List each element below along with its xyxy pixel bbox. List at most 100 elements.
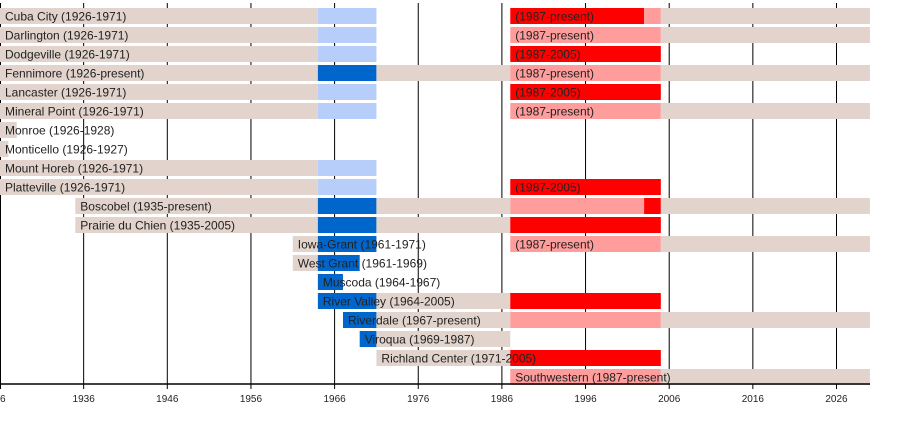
row-label: Darlington (1926-1971) xyxy=(5,29,128,43)
bar-segment-tan xyxy=(376,350,511,366)
tick-label: 1986 xyxy=(491,394,514,405)
bar-segment-tan xyxy=(376,217,511,233)
bar-segment-tan xyxy=(0,179,318,195)
bar-segment-tan xyxy=(0,8,318,24)
row-label-secondary: (1987-present) xyxy=(515,67,594,81)
tick-label: 1966 xyxy=(323,394,346,405)
bar-segment-tan xyxy=(0,141,9,157)
tick-label: 1996 xyxy=(574,394,597,405)
bar-segment-lightred xyxy=(510,312,661,328)
tick-label: 1936 xyxy=(73,394,96,405)
row-label: Mineral Point (1926-1971) xyxy=(5,105,144,119)
row-label: Richland Center (1971-2005) xyxy=(381,352,536,366)
bar-segment-tan xyxy=(376,293,511,309)
bar-segment-tan xyxy=(376,65,511,81)
bar-segment-blue xyxy=(317,293,377,309)
bar-segment-lightblue xyxy=(317,179,377,195)
bar-segment-red xyxy=(510,217,661,233)
row-label: Dodgeville (1926-1971) xyxy=(5,48,130,62)
row-label: Cuba City (1926-1971) xyxy=(5,10,126,24)
bar-segment-blue xyxy=(317,217,377,233)
bar-segment-lightred xyxy=(510,198,645,214)
bar-segment-lightblue xyxy=(317,27,377,43)
bar-segment-blue xyxy=(342,312,377,328)
row-label-secondary: (1987-2005) xyxy=(515,86,580,100)
bar-segment-tan xyxy=(660,8,870,24)
row-label: Monticello (1926-1927) xyxy=(5,143,128,157)
bar-segment-tan xyxy=(0,103,318,119)
bar-segment-lightblue xyxy=(317,103,377,119)
bar-segment-tan xyxy=(376,312,511,328)
row-label-secondary: (1987-present) xyxy=(515,105,594,119)
bar-segment-tan xyxy=(292,236,318,252)
tick-label: 1946 xyxy=(156,394,179,405)
bar-segment-red xyxy=(510,293,661,309)
bar-segment-tan xyxy=(0,65,318,81)
row-label: Viroqua (1969-1987) xyxy=(365,333,475,347)
bar-segment-tan xyxy=(75,198,318,214)
bar-segment-tan xyxy=(660,65,870,81)
row-label: Boscobel (1935-present) xyxy=(80,200,211,214)
tick-label: 2026 xyxy=(825,394,848,405)
bar-labels: Cuba City (1926-1971) (1987-present) Darli… xyxy=(5,10,671,385)
bar-segment-lightred xyxy=(510,369,661,385)
tick-label: 26 xyxy=(0,394,6,405)
row-label: Monroe (1926-1928) xyxy=(5,124,114,138)
bar-segment-tan xyxy=(0,122,17,138)
bar-segment-lightblue xyxy=(317,84,377,100)
row-label: West Grant (1961-1969) xyxy=(298,257,427,271)
row-label: Prairie du Chien (1935-2005) xyxy=(80,219,235,233)
bar-segment-tan xyxy=(660,198,870,214)
bar-segment-tan xyxy=(376,198,511,214)
tick-label: 2016 xyxy=(742,394,765,405)
bar-segment-red xyxy=(510,350,661,366)
row-label-secondary: (1987-present) xyxy=(515,238,594,252)
bar-segment-red xyxy=(510,179,661,195)
bar-segment-blue xyxy=(359,331,377,347)
row-label: Fennimore (1926-present) xyxy=(5,67,144,81)
bar-segment-red xyxy=(510,46,661,62)
bar-segment-blue xyxy=(317,198,377,214)
bar-segment-tan xyxy=(0,84,318,100)
bar-segment-red xyxy=(510,8,645,24)
row-label: Iowa-Grant (1961-1971) xyxy=(298,238,426,252)
row-label-secondary: (1987-2005) xyxy=(515,181,580,195)
bar-segment-lightred xyxy=(510,65,661,81)
row-label-secondary: (1987-present) xyxy=(515,10,594,24)
tick-label: 2006 xyxy=(658,394,681,405)
bar-segment-red xyxy=(510,84,661,100)
bar-segment-tan xyxy=(0,160,318,176)
bar-segment-tan xyxy=(0,27,318,43)
bar-segment-lightred xyxy=(510,103,661,119)
bar-segment-lightblue xyxy=(317,160,377,176)
bar-segment-lightblue xyxy=(317,8,377,24)
row-label: River Valley (1964-2005) xyxy=(323,295,455,309)
bar-segment-tan xyxy=(292,255,318,271)
bar-segment-blue xyxy=(317,255,360,271)
row-label: Lancaster (1926-1971) xyxy=(5,86,126,100)
bar-segment-tan xyxy=(376,331,511,347)
tick-label: 1956 xyxy=(240,394,263,405)
row-label: Southwestern (1987-present) xyxy=(515,371,670,385)
bar-segment-lightred xyxy=(510,27,661,43)
bars xyxy=(0,8,870,385)
row-label-secondary: (1987-present) xyxy=(515,29,594,43)
bar-segment-blue xyxy=(317,274,343,290)
bar-segment-tan xyxy=(660,27,870,43)
row-label: Muscoda (1964-1967) xyxy=(323,276,440,290)
bar-segment-tan xyxy=(0,46,318,62)
row-label-secondary: (1987-2005) xyxy=(515,48,580,62)
bar-segment-lightred xyxy=(510,236,661,252)
row-label: Mount Horeb (1926-1971) xyxy=(5,162,143,176)
bar-segment-tan xyxy=(660,369,870,385)
row-label: Platteville (1926-1971) xyxy=(5,181,125,195)
bar-segment-blue xyxy=(317,65,377,81)
bar-segment-blue xyxy=(317,236,377,252)
bar-segment-tan xyxy=(660,236,870,252)
bar-segment-lightblue xyxy=(317,46,377,62)
row-label: Riverdale (1967-present) xyxy=(348,314,481,328)
bar-segment-red xyxy=(644,198,661,214)
tick-label: 1976 xyxy=(407,394,430,405)
bar-segment-tan xyxy=(75,217,318,233)
